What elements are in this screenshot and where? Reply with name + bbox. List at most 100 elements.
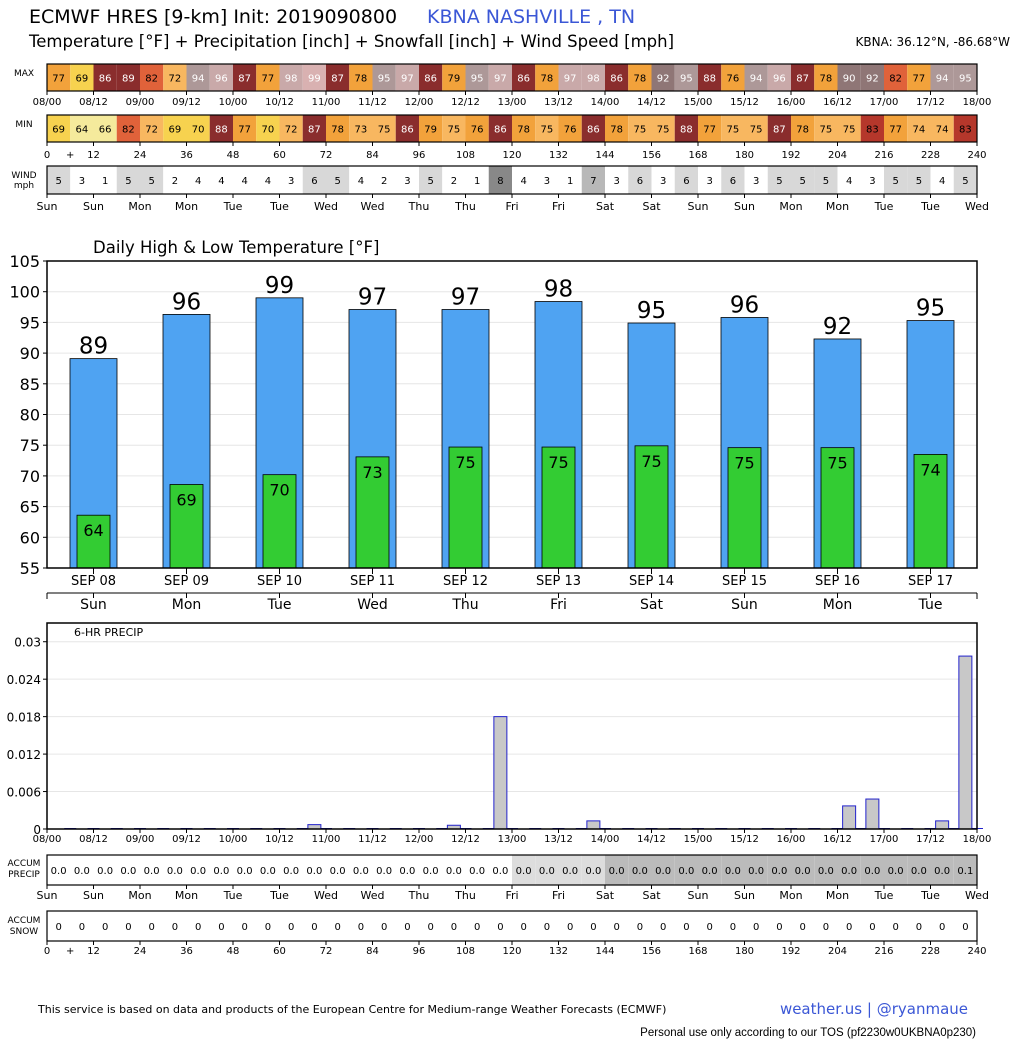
accum-snow-cell-value: 0 <box>613 922 619 933</box>
min-temp-cell-bg <box>372 115 396 142</box>
wind-cell-value: 6 <box>683 176 689 187</box>
wind-cell-bg <box>70 166 94 194</box>
max-temp-cell-value: 82 <box>889 74 902 85</box>
accum-snow-cell-bg <box>698 911 722 941</box>
precip-x-tick-label: 14/00 <box>591 834 620 845</box>
min-temp-cell-bg <box>581 115 605 142</box>
accum-snow-cell-bg <box>674 911 698 941</box>
min-temp-cell-bg <box>302 115 326 142</box>
forecast-strips: MAX 77 69 86 89 82 72 94 96 87 77 98 99 87 78 95 97 86 79 9… <box>8 63 991 957</box>
low-temp-label: 69 <box>176 490 196 509</box>
min-temp-cell-value: 75 <box>843 125 856 136</box>
min-temp-cell-bg <box>605 115 629 142</box>
max-temp-cell-bg <box>70 64 94 91</box>
min-temp-cell-value: 75 <box>378 125 391 136</box>
precip-y-tick-label: 0.006 <box>7 786 41 800</box>
wind-cell-value: 3 <box>660 176 666 187</box>
temp-weekday-label: Sun <box>80 597 107 613</box>
accum-precip-cell-bg <box>837 855 861 885</box>
wind-cell-value: 3 <box>288 176 294 187</box>
wind-cell-bg <box>488 166 512 194</box>
accum-precip-cell-bg <box>419 855 443 885</box>
wind-cell-value: 3 <box>79 176 85 187</box>
wind-cell-bg <box>326 166 350 194</box>
max-temp-cell-value: 87 <box>796 74 809 85</box>
min-temp-cell-bg <box>442 115 466 142</box>
hour-tick-label: 72 <box>320 150 333 161</box>
accum-precip-cell-value: 0.0 <box>748 866 764 877</box>
accum-precip-cell-value: 0.0 <box>678 866 694 877</box>
wind-cell-bg <box>930 166 954 194</box>
min-temp-cell-bg <box>186 115 210 142</box>
weekday-tick-label: Tue <box>874 200 894 213</box>
weekday-tick-label: Sat <box>642 200 661 213</box>
max-temp-cell-bg <box>256 64 280 91</box>
temp-weekday-label: Mon <box>823 597 853 613</box>
min-temp-cell-value: 69 <box>169 125 182 136</box>
max-temp-cell-value: 95 <box>959 74 972 85</box>
low-temp-bar <box>448 446 483 569</box>
high-temp-label: 98 <box>544 277 573 303</box>
accum-hour-label: 96 <box>413 946 426 957</box>
wind-cell-value: 5 <box>892 176 898 187</box>
wind-cell-value: 4 <box>939 176 945 187</box>
min-temp-cell-value: 74 <box>936 125 949 136</box>
wind-row-unit: mph <box>14 181 34 191</box>
weekday-tick-label: Wed <box>361 200 385 213</box>
precip-x-tick-label: 08/00 <box>33 834 62 845</box>
max-temp-cell-value: 97 <box>564 74 577 85</box>
min-temp-cell-value: 75 <box>820 125 833 136</box>
max-temp-cell-value: 90 <box>843 74 856 85</box>
low-temp-label: 74 <box>920 460 940 479</box>
accum-snow-cell-value: 0 <box>567 922 573 933</box>
min-temp-cell-bg <box>93 115 117 142</box>
footer-brand-link[interactable]: weather.us | @ryanmaue <box>779 1000 968 1018</box>
wind-cell-bg <box>465 166 489 194</box>
accum-snow-label-2: SNOW <box>10 927 39 937</box>
hour-tick-label: 204 <box>828 150 847 161</box>
precip-x-tick-label: 09/12 <box>172 834 201 845</box>
min-temp-cell-value: 87 <box>773 125 786 136</box>
accum-precip-cell-bg <box>651 855 675 885</box>
accum-snow-cell-bg <box>372 911 396 941</box>
max-temp-cell-bg <box>535 64 559 91</box>
accum-precip-cell-bg <box>209 855 233 885</box>
date-tick-label: 13/12 <box>544 97 573 108</box>
accum-snow-label: ACCUM <box>8 916 41 926</box>
accum-snow-cell-value: 0 <box>288 922 294 933</box>
temp-weekday-label: Thu <box>451 597 478 613</box>
low-temp-label: 75 <box>734 454 754 473</box>
accum-weekday-label: Fri <box>552 889 565 902</box>
accum-snow-cell-value: 0 <box>660 922 666 933</box>
accum-snow-cell-value: 0 <box>892 922 898 933</box>
min-temp-cell-value: 86 <box>494 125 507 136</box>
low-temp-label: 70 <box>269 481 289 500</box>
high-temp-label: 95 <box>637 298 666 324</box>
chart-title-line: ECMWF HRES [9-km] Init: 2019090800 KBNA N… <box>29 6 635 28</box>
precip-bar <box>586 820 601 830</box>
low-temp-bar <box>541 446 576 569</box>
wind-cell-value: 4 <box>265 176 271 187</box>
accum-snow-cell-value: 0 <box>241 922 247 933</box>
max-temp-cell-bg <box>907 64 931 91</box>
temp-y-tick-label: 55 <box>20 559 40 578</box>
low-temp-label: 73 <box>362 463 382 482</box>
min-temp-row: 69 64 66 82 72 69 70 88 77 70 72 87 78 73 75 86 79 75 76 86… <box>46 114 978 143</box>
accum-precip-cell-value: 0.0 <box>702 866 718 877</box>
max-temp-cell-value: 77 <box>913 74 926 85</box>
accum-hour-label: 120 <box>502 946 521 957</box>
min-temp-cell-value: 69 <box>52 125 65 136</box>
weekday-tick-label: Tue <box>223 200 243 213</box>
wind-cell-bg <box>814 166 838 194</box>
high-temp-label: 95 <box>916 296 945 322</box>
accum-snow-cell-bg <box>791 911 815 941</box>
accum-snow-cell-bg <box>47 911 71 941</box>
max-temp-cell-bg <box>233 64 257 91</box>
wind-cell-bg <box>163 166 187 194</box>
accum-snow-cell-value: 0 <box>590 922 596 933</box>
accum-snow-cell-bg <box>860 911 884 941</box>
min-temp-cell-value: 77 <box>238 125 251 136</box>
weekday-tick-label: Mon <box>779 200 802 213</box>
weekday-tick-label: Mon <box>175 200 198 213</box>
accum-precip-cell-value: 0.0 <box>771 866 787 877</box>
